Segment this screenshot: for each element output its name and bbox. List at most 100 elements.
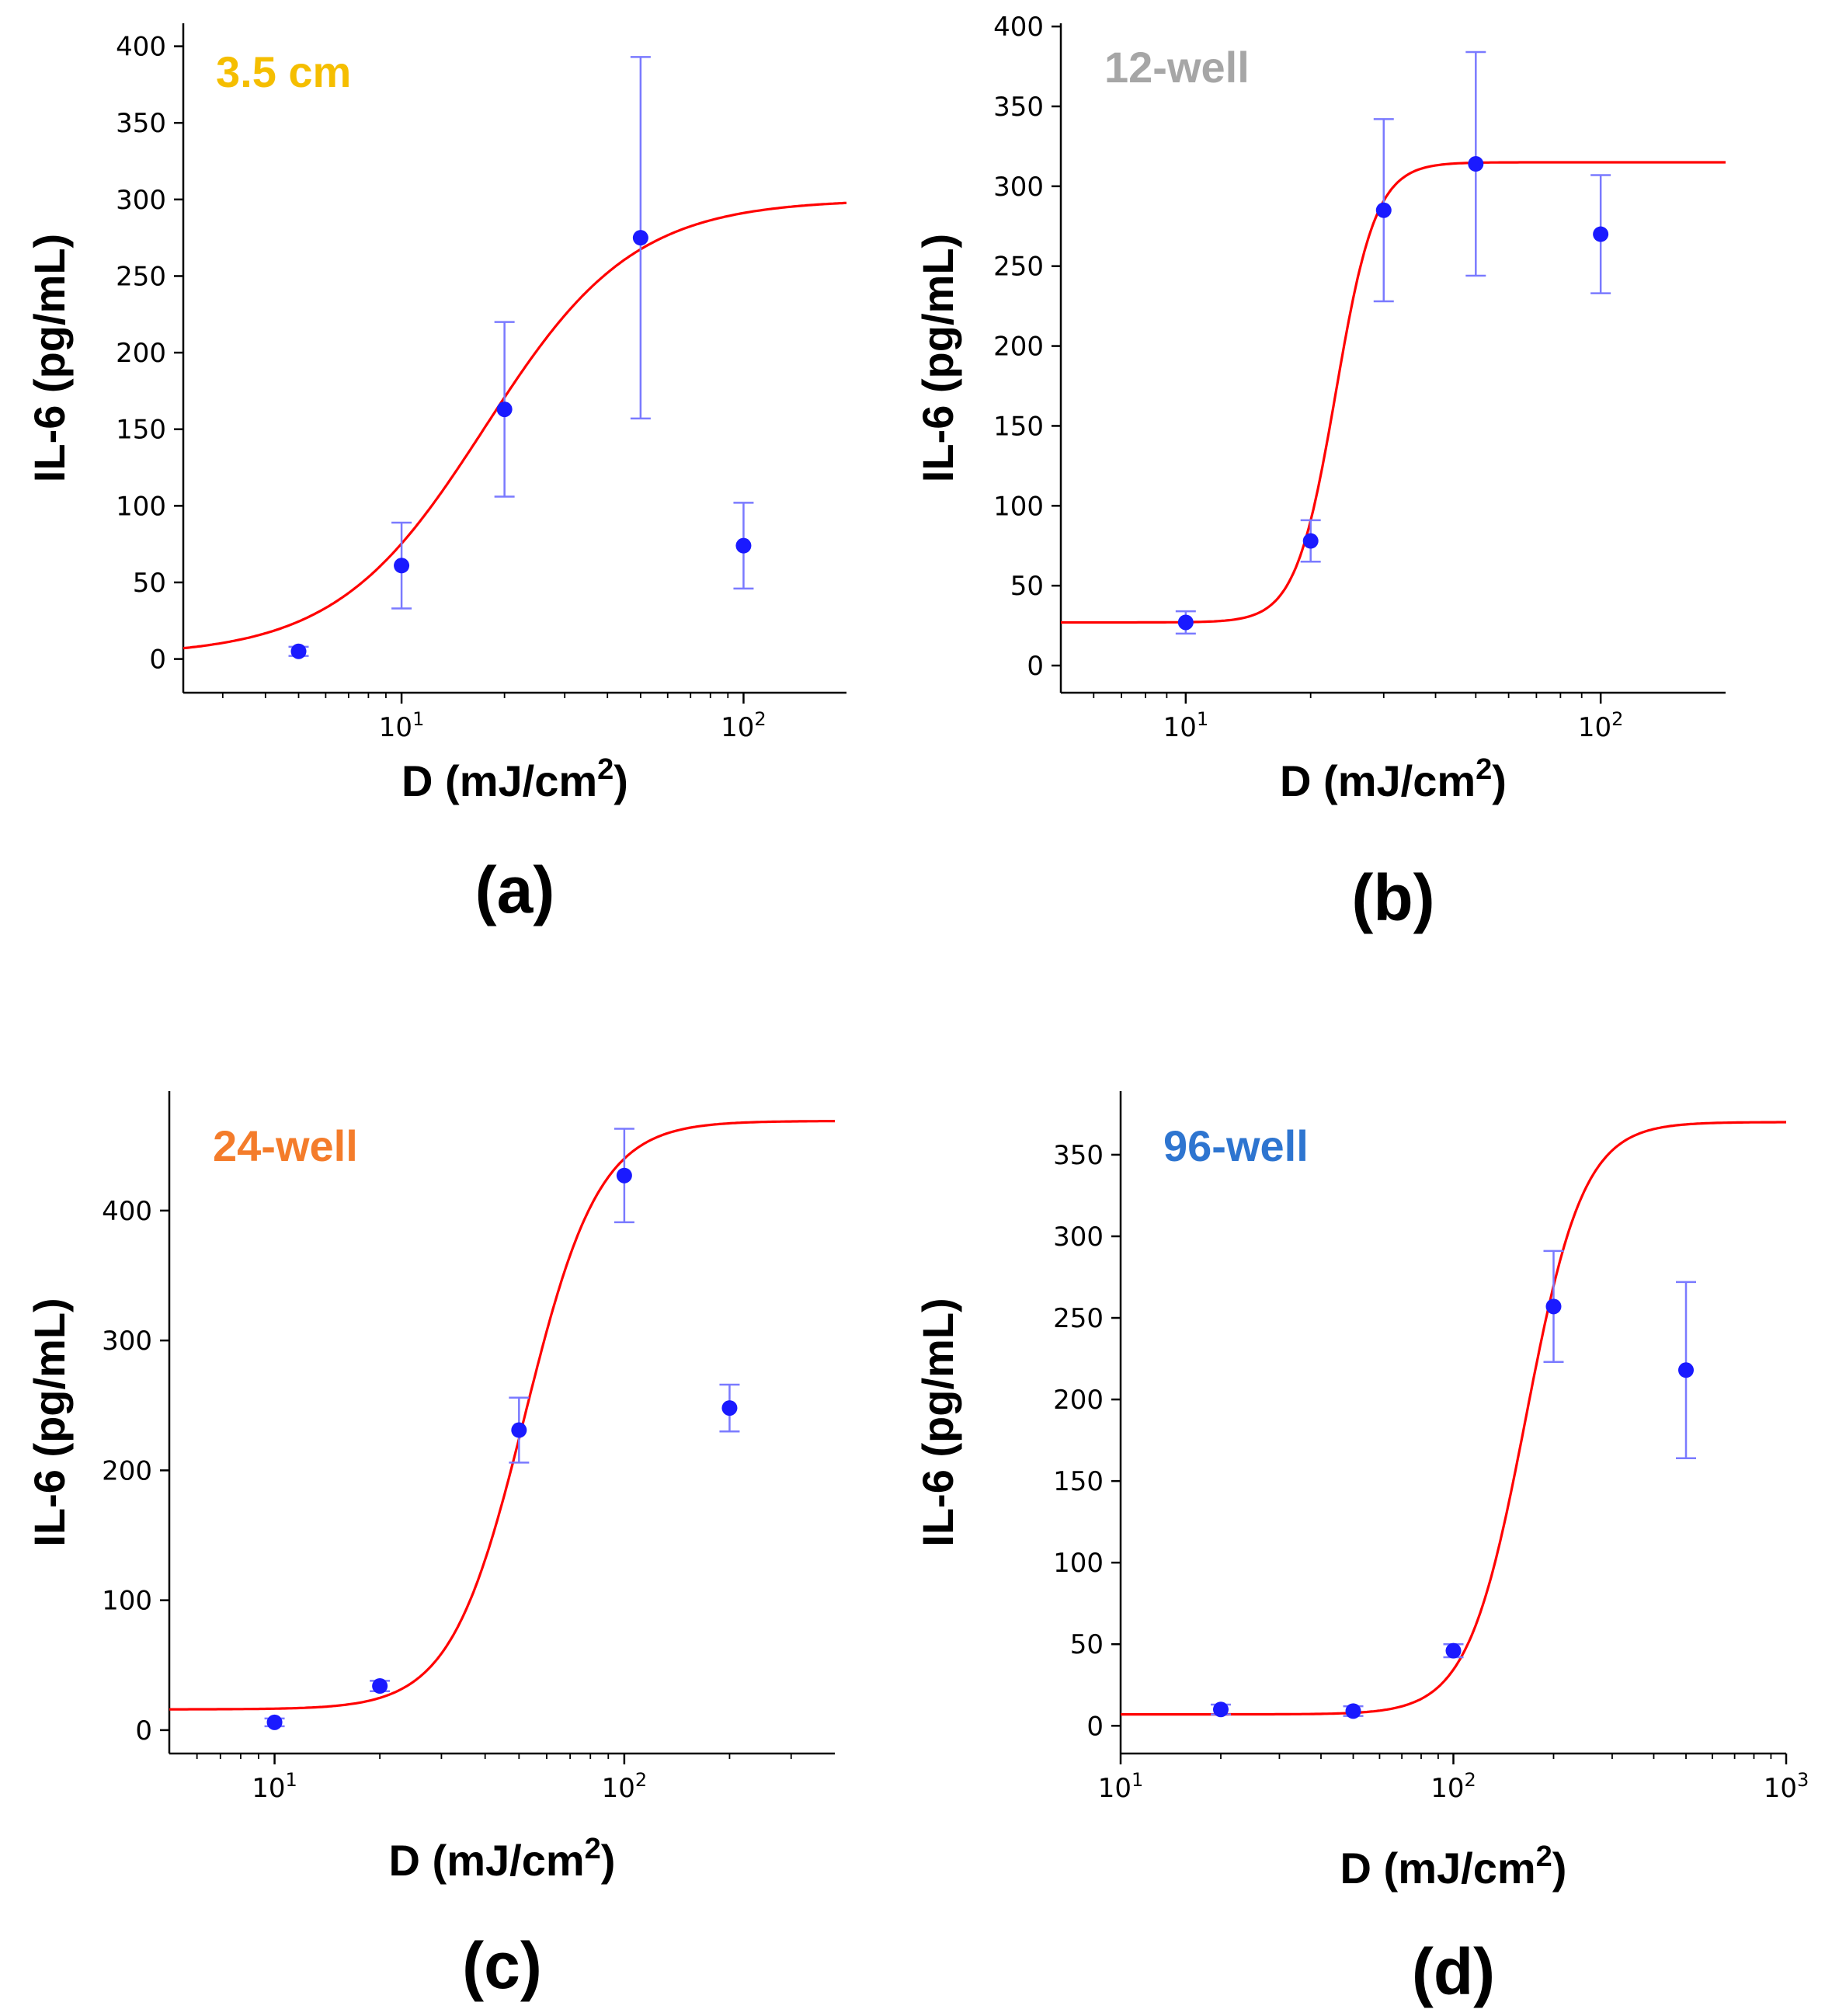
data-point — [735, 537, 752, 554]
y-tick-label: 200 — [116, 338, 166, 369]
x-tick-exponent: 2 — [635, 1769, 647, 1791]
x-tick-exponent: 1 — [1132, 1769, 1143, 1791]
y-tick-label: 100 — [1053, 1548, 1104, 1579]
data-point — [616, 1167, 632, 1184]
x-tick-label: 102 — [721, 708, 766, 743]
panel-tag: (b) — [1351, 861, 1434, 934]
x-tick-label: 101 — [379, 708, 425, 743]
x-tick-base: 10 — [1163, 712, 1197, 743]
x-tick-exponent: 3 — [1797, 1769, 1809, 1791]
panel-title: 3.5 cm — [216, 47, 351, 96]
x-axis-label-text: D (mJ/cm — [402, 756, 597, 805]
x-tick-exponent: 2 — [1464, 1769, 1476, 1791]
y-tick-label: 50 — [133, 568, 166, 599]
y-tick-label: 350 — [1053, 1140, 1104, 1171]
y-tick-label: 300 — [102, 1326, 152, 1357]
panel-tag: (a) — [475, 853, 555, 926]
x-axis-label-end: ) — [1492, 756, 1507, 805]
data-point — [1468, 156, 1484, 172]
y-tick-label: 100 — [102, 1586, 152, 1617]
data-point — [290, 643, 307, 659]
y-tick-label: 200 — [993, 332, 1044, 363]
x-tick-base: 10 — [379, 712, 412, 743]
data-point — [721, 1400, 738, 1416]
x-axis-label: D (mJ/cm2) — [389, 1833, 616, 1885]
y-tick-label: 0 — [149, 645, 166, 676]
x-tick-base: 10 — [1098, 1773, 1132, 1804]
y-tick-label: 350 — [116, 108, 166, 139]
x-tick-exponent: 1 — [412, 708, 424, 730]
data-point — [1212, 1701, 1229, 1718]
y-tick-label: 300 — [993, 172, 1044, 203]
x-axis-label-end: ) — [614, 756, 628, 805]
x-tick-label: 102 — [1430, 1769, 1476, 1804]
x-axis-label-sup: 2 — [597, 753, 614, 786]
y-tick-label: 250 — [1053, 1303, 1104, 1334]
panel-title: 24-well — [213, 1121, 358, 1170]
y-tick-label: 400 — [116, 32, 166, 63]
y-axis-label: IL-6 (pg/mL) — [25, 234, 74, 482]
x-tick-label: 102 — [602, 1769, 648, 1804]
y-tick-label: 150 — [993, 411, 1044, 442]
y-tick-label: 300 — [1053, 1222, 1104, 1253]
y-tick-label: 0 — [1027, 651, 1044, 682]
y-tick-label: 100 — [116, 491, 166, 522]
y-tick-label: 200 — [102, 1455, 152, 1486]
x-tick-label: 102 — [1578, 708, 1624, 743]
y-tick-label: 150 — [116, 415, 166, 446]
data-point — [632, 230, 648, 246]
y-axis-label: IL-6 (pg/mL) — [25, 1298, 74, 1546]
data-point — [1345, 1703, 1361, 1719]
panel-tag: (c) — [462, 1929, 542, 2002]
y-axis-label: IL-6 (pg/mL) — [913, 234, 962, 482]
x-axis-label-sup: 2 — [1536, 1840, 1552, 1873]
x-tick-label: 101 — [252, 1769, 297, 1804]
y-tick-label: 0 — [1086, 1711, 1104, 1742]
panel-tag: (d) — [1412, 1935, 1495, 2008]
x-axis-label-end: ) — [1552, 1844, 1567, 1893]
x-axis-label-text: D (mJ/cm — [389, 1836, 585, 1885]
y-tick-label: 400 — [102, 1196, 152, 1227]
data-point — [372, 1678, 388, 1694]
fit-curve — [169, 1120, 836, 1711]
x-axis-label-sup: 2 — [585, 1833, 601, 1865]
data-point — [1445, 1642, 1462, 1659]
fit-curve — [1061, 161, 1726, 624]
y-tick-label: 0 — [135, 1715, 152, 1747]
x-tick-base: 10 — [252, 1773, 285, 1804]
data-point — [1375, 202, 1392, 218]
x-tick-exponent: 1 — [286, 1769, 297, 1791]
x-axis-label-end: ) — [601, 1836, 616, 1885]
y-axis-label: IL-6 (pg/mL) — [913, 1298, 962, 1546]
data-point — [1177, 614, 1194, 631]
panel-title: 12-well — [1104, 43, 1250, 92]
data-point — [511, 1422, 527, 1438]
data-point — [266, 1714, 283, 1730]
y-tick-label: 50 — [1070, 1629, 1104, 1660]
data-point — [1302, 533, 1319, 549]
x-axis-label: D (mJ/cm2) — [1340, 1840, 1567, 1893]
y-tick-label: 100 — [993, 491, 1044, 522]
x-tick-base: 10 — [1430, 1773, 1464, 1804]
x-axis-label-sup: 2 — [1476, 753, 1492, 786]
x-tick-exponent: 1 — [1197, 708, 1208, 730]
data-point — [394, 558, 410, 574]
x-axis-label: D (mJ/cm2) — [1280, 753, 1507, 805]
x-tick-base: 10 — [602, 1773, 635, 1804]
x-axis-label-text: D (mJ/cm — [1280, 756, 1476, 805]
y-tick-label: 200 — [1053, 1385, 1104, 1416]
data-point — [1545, 1298, 1562, 1315]
y-tick-label: 300 — [116, 185, 166, 216]
y-tick-label: 50 — [1010, 571, 1044, 602]
x-tick-label: 101 — [1163, 708, 1209, 743]
y-tick-label: 250 — [993, 252, 1044, 283]
x-tick-base: 10 — [1764, 1773, 1797, 1804]
data-point — [496, 401, 513, 418]
y-tick-label: 250 — [116, 261, 166, 292]
fit-curve — [1121, 1121, 1786, 1716]
